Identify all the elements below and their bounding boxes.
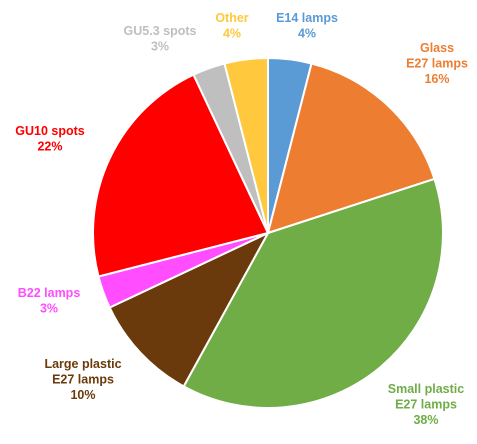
data-label-line: Large plastic (44, 357, 121, 371)
data-label-line: 38% (413, 413, 438, 427)
data-label-line: 3% (151, 40, 169, 54)
data-label-line: Glass (420, 41, 454, 55)
data-label-small-plastic-e27-lamps: Small plastic E27 lamps 38% (388, 382, 464, 427)
data-label-line: 3% (40, 302, 58, 316)
data-label-large-plastic-e27-lamps: Large plastic E27 lamps 10% (44, 357, 121, 402)
pie-slice-other (223, 56, 269, 234)
data-label-other: Other 4% (215, 11, 248, 41)
data-label-gu10-spots: GU10 spots 22% (15, 124, 85, 154)
data-label-e14-lamps: E14 lamps 4% (276, 11, 338, 41)
data-label-line: 16% (424, 72, 449, 86)
data-label-b22-lamps: B22 lamps 3% (18, 286, 81, 316)
data-label-line: E27 lamps (406, 57, 468, 71)
pie-slice-glass-e27-lamps (266, 62, 436, 235)
data-label-line: E27 lamps (52, 373, 114, 387)
pie-slice-small-plastic-e27-lamps (182, 177, 444, 409)
data-label-line: E14 lamps (276, 11, 338, 25)
data-label-line: Small plastic (388, 382, 464, 396)
pie-slices (92, 56, 444, 409)
data-label-line: B22 lamps (18, 286, 81, 300)
data-label-gu5-3-spots: GU5.3 spots 3% (124, 24, 197, 54)
data-label-line: E27 lamps (395, 398, 457, 412)
pie-labels: E14 lamps 4%Glass E27 lamps 16%Small plasti… (15, 11, 468, 427)
data-label-line: 4% (298, 27, 316, 41)
data-label-line: Other (215, 11, 248, 25)
pie-slice-gu10-spots (92, 73, 270, 278)
data-label-line: GU5.3 spots (124, 24, 197, 38)
pie-slice-large-plastic-e27-lamps (108, 230, 271, 388)
data-label-glass-e27-lamps: Glass E27 lamps 16% (406, 41, 468, 86)
data-label-line: 10% (70, 388, 95, 402)
data-label-line: 4% (223, 27, 241, 41)
data-label-line: 22% (37, 140, 62, 154)
data-label-line: GU10 spots (15, 124, 85, 138)
